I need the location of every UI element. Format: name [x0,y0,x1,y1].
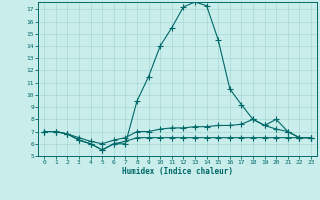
X-axis label: Humidex (Indice chaleur): Humidex (Indice chaleur) [122,167,233,176]
